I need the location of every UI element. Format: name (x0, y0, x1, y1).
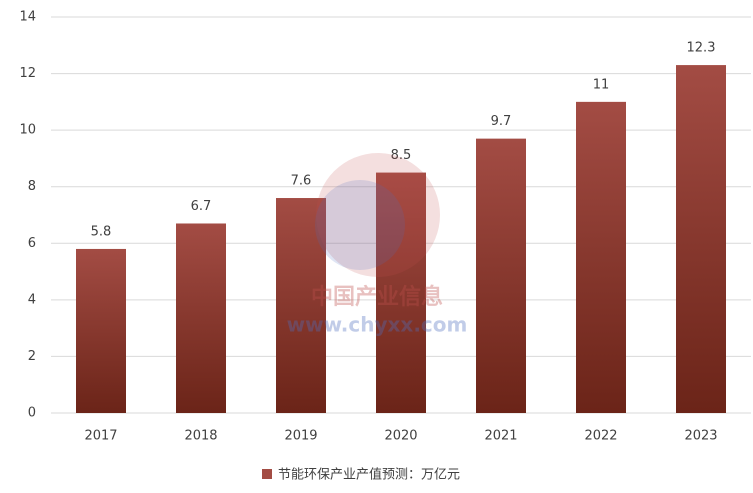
watermark-logo (315, 180, 405, 270)
x-tick-label: 2018 (184, 429, 217, 444)
x-tick-label: 2022 (584, 429, 617, 444)
y-tick-label: 14 (19, 10, 36, 25)
bar (476, 138, 526, 413)
data-label: 12.3 (687, 41, 716, 56)
data-label: 9.7 (491, 114, 512, 129)
bar (676, 65, 726, 413)
x-tick-label: 2023 (684, 429, 717, 444)
legend-label: 节能环保产业产值预测：万亿元 (278, 467, 460, 483)
y-tick-label: 0 (28, 406, 36, 421)
x-tick-label: 2017 (84, 429, 117, 444)
bar (576, 101, 626, 413)
bar (76, 248, 126, 413)
y-tick-label: 12 (19, 66, 36, 81)
x-tick-label: 2020 (384, 429, 417, 444)
y-tick-label: 10 (19, 123, 36, 138)
watermark-logo (316, 153, 440, 277)
watermark: 中国产业信息 www.chyxx.com (287, 153, 468, 337)
y-tick-label: 8 (28, 179, 36, 194)
y-tick-label: 4 (28, 292, 36, 307)
bar (276, 198, 326, 413)
data-label: 5.8 (91, 224, 112, 239)
x-tick-label: 2019 (284, 429, 317, 444)
data-label: 6.7 (191, 199, 212, 214)
bar (176, 223, 226, 413)
data-label: 7.6 (291, 174, 312, 189)
y-tick-label: 6 (28, 236, 36, 251)
watermark-text: 中国产业信息 (311, 284, 443, 310)
data-label: 11 (593, 77, 610, 92)
plot-area: 0 2 4 6 8 10 12 14 2017 5.8 2018 6.7 2019 7.6 2020 8.5 2… (19, 10, 751, 444)
bar (376, 172, 426, 413)
y-tick-label: 2 (28, 349, 36, 364)
legend-swatch (262, 469, 272, 479)
x-tick-label: 2021 (484, 429, 517, 444)
data-label: 8.5 (391, 148, 412, 163)
watermark-text: www.chyxx.com (287, 313, 468, 337)
